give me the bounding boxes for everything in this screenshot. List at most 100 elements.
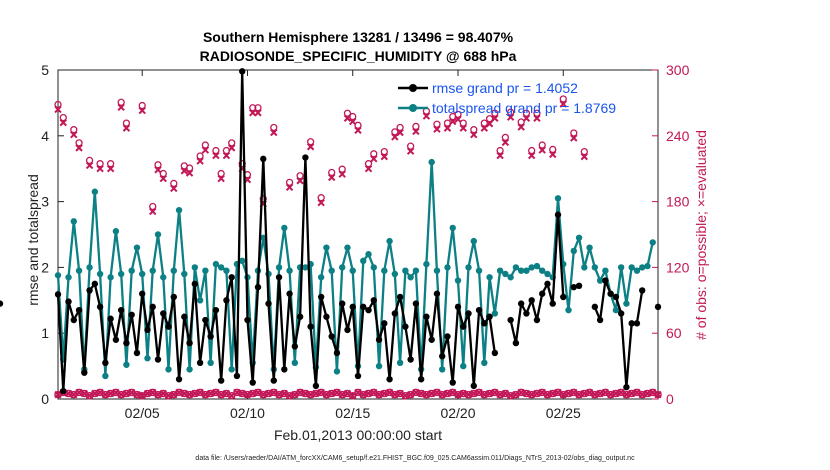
totalspread-point <box>617 264 625 271</box>
totalspread-point <box>102 372 109 380</box>
rmse-point <box>639 287 646 294</box>
totalspread-point <box>496 267 504 274</box>
y2-tick-label: 0 <box>666 391 674 407</box>
totalspread-point <box>454 277 462 284</box>
obs-evaluated-marker <box>159 174 167 183</box>
totalspread-point <box>170 267 177 274</box>
totalspread-point <box>391 270 399 278</box>
obs-possible-marker <box>238 160 246 168</box>
obs-possible-marker <box>354 121 362 129</box>
totalspread-point <box>523 267 530 274</box>
rmse-point <box>65 298 72 305</box>
rmse-point <box>539 290 546 297</box>
rmse-point <box>81 369 88 376</box>
obs-possible-marker <box>549 145 557 154</box>
totalspread-point <box>128 267 135 274</box>
rmse-point <box>302 154 309 161</box>
obs-evaluated-marker <box>185 169 194 177</box>
y2-tick-label: 180 <box>666 194 690 210</box>
obs-evaluated-marker <box>380 152 389 161</box>
x-axis: 02/05 02/10 02/15 02/20 02/25 <box>125 70 581 421</box>
obs-possible-marker <box>412 122 420 131</box>
totalspread-point <box>175 206 183 214</box>
totalspread-point <box>470 237 477 245</box>
obs-evaluated-marker <box>317 198 325 207</box>
obs-evaluated-marker <box>227 144 236 152</box>
rmse-point <box>307 323 314 330</box>
totalspread-point <box>554 195 562 202</box>
totalspread-point <box>612 306 620 314</box>
totalspread-point <box>581 264 588 271</box>
rmse-point <box>54 291 62 298</box>
obs-possible-marker <box>254 104 262 112</box>
obs-evaluated-marker <box>485 120 494 128</box>
chart-title-line1: Southern Hemisphere 13281 / 13496 = 98.4… <box>203 29 514 45</box>
rmse-point <box>560 293 567 301</box>
obs-evaluated-marker <box>327 173 336 182</box>
totalspread-point <box>365 251 372 258</box>
obs-possible-marker <box>364 160 373 168</box>
obs-possible-marker <box>501 133 510 142</box>
totalspread-point <box>223 267 230 274</box>
obs-possible-marker <box>285 178 294 186</box>
obs-evaluated-marker <box>85 161 94 170</box>
totalspread-point <box>86 264 93 271</box>
x-tick-label: 02/20 <box>440 405 475 421</box>
legend-rmse-label: rmse grand pr = 1.4052 <box>432 80 578 96</box>
y-tick-label: 2 <box>41 259 49 275</box>
obs-possible-marker <box>570 129 578 137</box>
totalspread-point <box>291 359 299 367</box>
totalspread-point <box>144 355 151 362</box>
obs-possible-marker <box>306 138 315 146</box>
totalspread-point <box>591 264 599 271</box>
rmse-point <box>470 382 477 390</box>
obs-possible-marker <box>580 147 588 156</box>
rmse-point <box>212 306 220 314</box>
obs-possible-marker <box>217 169 225 178</box>
rmse-point <box>196 359 204 367</box>
obs-evaluated-marker <box>154 166 162 174</box>
rmse-point <box>117 306 125 314</box>
rmse-point <box>465 310 472 317</box>
rmse-point <box>60 387 67 395</box>
obs-evaluated-marker <box>354 126 362 135</box>
totalspread-point <box>112 228 120 235</box>
totalspread-point <box>160 274 167 281</box>
rmse-point <box>591 303 599 311</box>
rmse-point <box>460 323 467 330</box>
obs-evaluated-marker <box>506 113 515 121</box>
totalspread-point <box>423 260 430 268</box>
rmse-point <box>91 280 99 288</box>
obs-evaluated-marker <box>117 103 125 111</box>
rmse-point <box>386 376 393 383</box>
totalspread-point <box>228 366 235 373</box>
totalspread-point <box>386 237 393 245</box>
obs-possible-marker <box>106 160 115 168</box>
rmse-point <box>186 339 193 347</box>
rmse-point <box>439 353 446 360</box>
obs-possible-marker <box>96 160 104 168</box>
obs-evaluated-marker <box>406 147 415 155</box>
obs-possible-marker <box>170 179 178 188</box>
totalspread-point <box>570 247 577 255</box>
rmse-point <box>286 290 293 297</box>
rmse-point <box>70 316 77 324</box>
obs-possible-marker <box>270 123 278 132</box>
rmse-point <box>133 349 141 357</box>
rmse-point <box>412 300 420 307</box>
totalspread-point <box>412 267 420 274</box>
totalspread-point <box>117 270 125 278</box>
obs-possible-marker <box>559 95 567 103</box>
rmse-point <box>344 326 351 334</box>
totalspread-point <box>528 264 535 271</box>
rmse-point <box>449 379 456 386</box>
obs-count-layer <box>54 95 662 400</box>
obs-evaluated-marker <box>306 143 315 151</box>
obs-evaluated-marker <box>149 207 157 216</box>
rmse-point <box>139 290 146 297</box>
totalspread-point <box>307 260 314 268</box>
obs-possible-marker <box>496 146 504 155</box>
x-axis-label: Feb.01,2013 00:00:00 start <box>274 427 442 443</box>
rmse-point <box>112 336 120 343</box>
obs-evaluated-marker <box>296 177 304 185</box>
